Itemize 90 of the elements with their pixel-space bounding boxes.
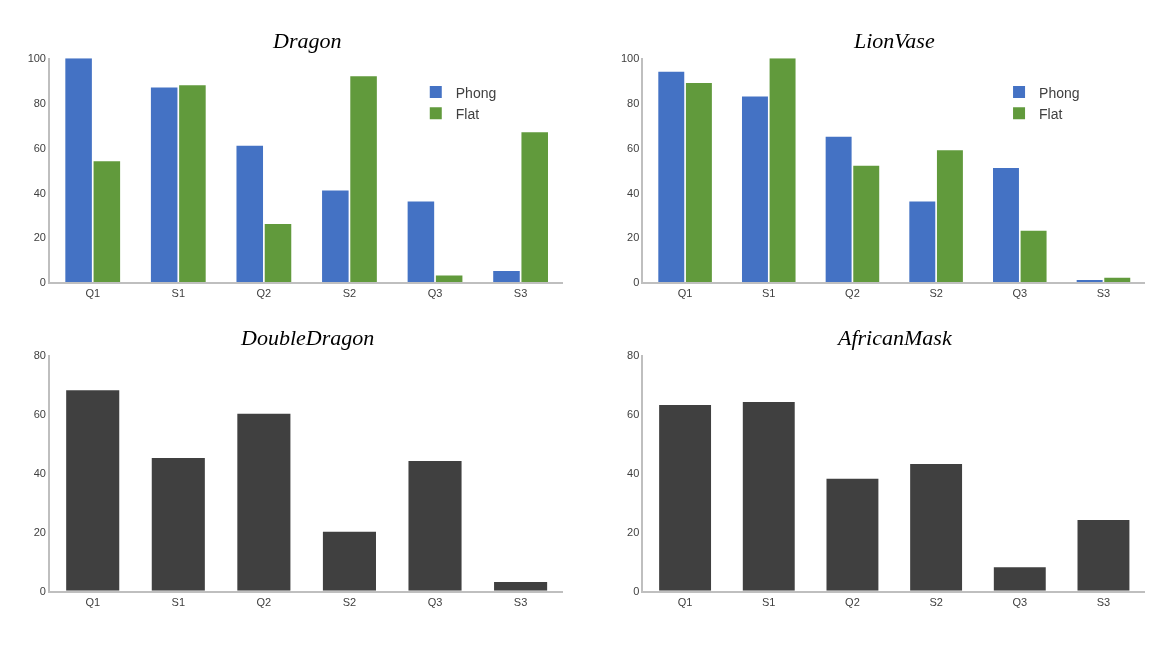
y-tick-label: 60	[627, 407, 640, 420]
bar	[659, 404, 712, 591]
x-tick-label: S1	[171, 595, 186, 608]
y-tick-label: 20	[627, 525, 640, 538]
y-tick-label: 100	[620, 52, 640, 65]
x-tick-label: Q3	[1012, 595, 1028, 608]
chart-title: LionVase	[853, 28, 935, 53]
x-tick-label: Q2	[845, 287, 860, 300]
chart-title: DoubleDragon	[240, 325, 375, 350]
bar	[151, 458, 205, 591]
x-tick-label: Q3	[427, 287, 443, 300]
y-tick-label: 80	[33, 348, 46, 361]
y-tick-label: 0	[39, 584, 46, 597]
x-tick-label: Q2	[256, 595, 272, 608]
y-tick-label: 80	[33, 96, 46, 109]
bar	[236, 145, 264, 283]
y-tick-label: 20	[627, 231, 640, 244]
x-tick-label: S3	[513, 595, 528, 608]
x-tick-label: S2	[929, 287, 943, 300]
y-tick-label: 40	[627, 186, 640, 199]
bar	[993, 168, 1019, 283]
chart-title: AfricanMask	[836, 325, 953, 350]
bar	[1104, 277, 1131, 283]
legend-label: Flat	[455, 105, 480, 122]
bar	[435, 275, 463, 283]
bar	[741, 96, 768, 283]
y-tick-label: 40	[33, 466, 46, 479]
y-tick-label: 60	[627, 141, 640, 154]
bar	[150, 87, 178, 283]
y-tick-label: 60	[33, 407, 46, 420]
y-tick-label: 80	[627, 96, 640, 109]
bar	[65, 58, 92, 283]
bar	[237, 413, 291, 591]
y-tick-label: 100	[27, 52, 46, 65]
x-tick-label: S2	[342, 595, 357, 608]
bar	[494, 581, 548, 591]
bar	[93, 161, 121, 283]
x-tick-label: S1	[762, 287, 776, 300]
y-tick-label: 40	[33, 186, 46, 199]
bar	[350, 76, 377, 283]
x-tick-label: Q1	[677, 287, 693, 300]
bar	[742, 401, 795, 591]
y-tick-label: 0	[633, 276, 640, 289]
bar	[769, 58, 796, 283]
y-tick-label: 0	[633, 584, 640, 597]
x-tick-label: S2	[342, 287, 357, 300]
x-tick-label: S3	[1096, 595, 1111, 608]
bar	[910, 463, 963, 591]
bar	[685, 82, 712, 283]
x-tick-label: S3	[513, 287, 528, 300]
x-tick-label: Q1	[85, 287, 101, 300]
x-tick-label: Q3	[427, 595, 443, 608]
bar	[322, 531, 376, 591]
x-tick-label: S1	[171, 287, 186, 300]
x-tick-label: Q1	[677, 595, 693, 608]
bar	[909, 201, 936, 283]
bar	[408, 460, 462, 591]
bar	[1020, 230, 1047, 283]
bar	[936, 150, 963, 283]
bar	[407, 201, 435, 283]
x-tick-label: S2	[929, 595, 943, 608]
bar	[658, 71, 685, 283]
chart-title: Dragon	[272, 28, 342, 53]
legend-label: Phong	[1039, 84, 1080, 101]
x-tick-label: S1	[762, 595, 776, 608]
bar	[993, 567, 1046, 591]
bar	[493, 271, 520, 283]
y-tick-label: 0	[39, 276, 46, 289]
bar	[66, 390, 120, 591]
bar	[1076, 279, 1103, 283]
y-tick-label: 20	[33, 525, 46, 538]
y-tick-label: 60	[33, 141, 46, 154]
x-tick-label: Q1	[85, 595, 101, 608]
bar	[521, 132, 548, 283]
y-tick-label: 80	[627, 348, 640, 361]
x-tick-label: Q3	[1012, 287, 1028, 300]
bar	[322, 190, 349, 283]
y-tick-label: 20	[33, 231, 46, 244]
x-tick-label: Q2	[845, 595, 860, 608]
x-tick-label: Q2	[256, 287, 272, 300]
bar	[179, 85, 206, 283]
bar	[853, 165, 880, 283]
bar	[826, 478, 879, 591]
bar	[1077, 519, 1130, 591]
legend-label: Phong	[455, 84, 497, 101]
bar	[825, 136, 852, 283]
bar	[264, 224, 292, 283]
y-tick-label: 40	[627, 466, 640, 479]
legend-label: Flat	[1039, 105, 1063, 122]
x-tick-label: S3	[1096, 287, 1111, 300]
